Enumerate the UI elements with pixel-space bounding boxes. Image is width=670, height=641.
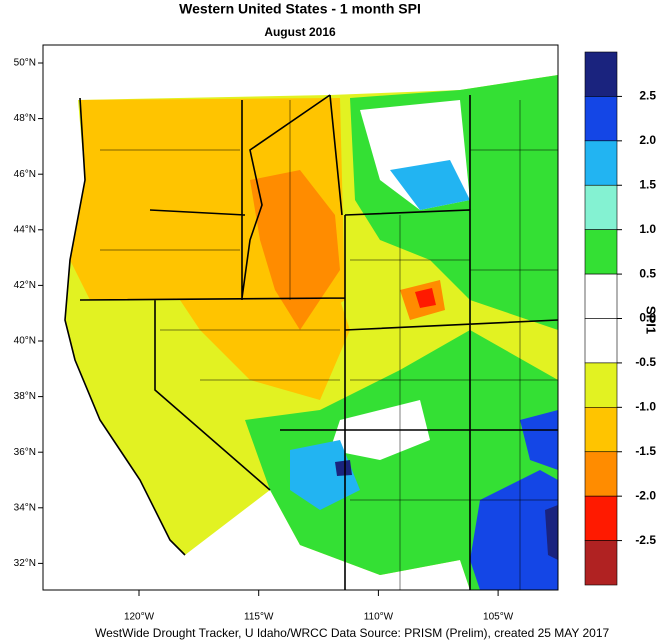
colorbar-box <box>584 407 618 453</box>
colorbar-box <box>584 540 618 586</box>
lat-label: 46°N <box>14 169 36 180</box>
colorbar-box <box>584 140 618 186</box>
colorbar-tick-label: -1.0 <box>635 400 656 414</box>
lat-label: 34°N <box>14 502 36 513</box>
lat-label: 48°N <box>14 113 36 124</box>
colorbar-tick-label: -0.5 <box>635 355 656 369</box>
colorbar-box <box>584 495 618 541</box>
colorbar-tick-label: 0.0 <box>639 311 656 325</box>
lat-label: 36°N <box>14 447 36 458</box>
lat-label: 42°N <box>14 280 36 291</box>
lon-label: 105°W <box>483 612 514 623</box>
colorbar-box <box>584 96 618 142</box>
colorbar-box <box>584 229 618 275</box>
colorbar-tick-label: -1.5 <box>635 444 656 458</box>
colorbar-title: SPI1 <box>644 306 659 334</box>
title: Western United States - 1 month SPI <box>179 1 421 17</box>
lat-label: 44°N <box>14 224 36 235</box>
colorbar-tick-label: -2.0 <box>635 488 656 502</box>
colorbar-box <box>584 318 618 364</box>
lat-label: 32°N <box>14 558 36 569</box>
colorbar-box <box>584 184 618 230</box>
subtitle: August 2016 <box>264 25 336 39</box>
lat-label: 40°N <box>14 336 36 347</box>
map <box>42 44 559 591</box>
lon-label: 115°W <box>244 612 274 623</box>
colorbar-box <box>584 51 618 97</box>
colorbar-tick-label: 2.0 <box>639 133 656 147</box>
colorbar-box <box>584 273 618 319</box>
colorbar-box <box>584 362 618 408</box>
colorbar-tick-label: 1.5 <box>639 177 656 191</box>
lat-label: 38°N <box>14 391 36 402</box>
footer: WestWide Drought Tracker, U Idaho/WRCC D… <box>95 626 610 640</box>
colorbar-box <box>584 451 618 497</box>
colorbar-tick-label: 2.5 <box>639 89 656 103</box>
colorbar-tick-label: 1.0 <box>639 222 656 236</box>
lon-label: 110°W <box>364 612 394 623</box>
colorbar-tick-label: 0.5 <box>639 266 656 280</box>
colorbar-tick-label: -2.5 <box>635 533 656 547</box>
lon-label: 120°W <box>124 612 155 623</box>
lat-label: 50°N <box>14 58 36 69</box>
